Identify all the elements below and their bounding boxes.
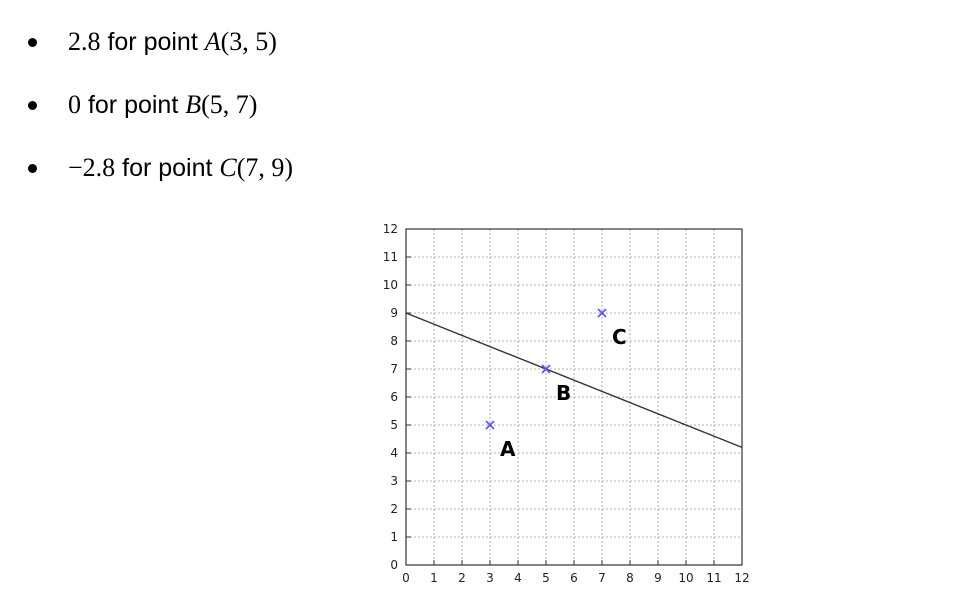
- y-tick-label: 11: [383, 250, 398, 264]
- point-coords: (7, 9): [236, 153, 294, 182]
- point-label-b: B: [556, 381, 571, 405]
- x-tick-label: 4: [514, 571, 522, 585]
- x-tick-label: 6: [570, 571, 578, 585]
- bullet-value: −2.8: [68, 153, 116, 182]
- point-name: B: [185, 90, 202, 119]
- bullet-label: for point: [100, 28, 205, 56]
- bullet-label: for point: [81, 91, 186, 119]
- bullet-value: 0: [68, 90, 81, 119]
- x-tick-label: 2: [458, 571, 466, 585]
- bullet-item-b: 0 for point B(5, 7): [28, 85, 257, 125]
- y-tick-label: 9: [390, 306, 398, 320]
- point-name: C: [219, 153, 237, 182]
- bullet-item-c: −2.8 for point C(7, 9): [28, 148, 293, 188]
- y-tick-label: 5: [390, 418, 398, 432]
- decision-line: [405, 312, 743, 449]
- x-tick-label: 3: [486, 571, 494, 585]
- point-expression: C(7, 9): [219, 153, 293, 182]
- bullet-dot-icon: [28, 163, 37, 173]
- y-tick-label: 12: [383, 222, 398, 236]
- bullet-label: for point: [115, 154, 220, 182]
- bullet-dot-icon: [28, 100, 37, 110]
- x-tick-label: 7: [598, 571, 606, 585]
- bullet-dot-icon: [28, 37, 37, 47]
- y-tick-label: 1: [390, 530, 398, 544]
- bullet-value: 2.8: [68, 27, 101, 56]
- point-marker-b: [541, 364, 551, 374]
- x-tick-label: 10: [678, 571, 693, 585]
- y-tick-label: 8: [390, 334, 398, 348]
- y-tick-label: 0: [390, 558, 398, 572]
- bullet-text: −2.8 for point C(7, 9): [68, 153, 293, 183]
- x-tick-label: 5: [542, 571, 550, 585]
- point-name: A: [204, 27, 221, 56]
- bullet-item-a: 2.8 for point A(3, 5): [28, 22, 277, 62]
- point-label-c: C: [612, 325, 627, 349]
- y-tick-label: 6: [390, 390, 398, 404]
- bullet-text: 0 for point B(5, 7): [68, 90, 257, 120]
- x-tick-label: 11: [706, 571, 721, 585]
- point-coords: (5, 7): [201, 90, 258, 119]
- x-tick-label: 8: [626, 571, 634, 585]
- x-tick-label: 1: [430, 571, 438, 585]
- x-tick-label: 9: [654, 571, 662, 585]
- x-tick-label: 12: [734, 571, 749, 585]
- x-tick-label: 0: [402, 571, 410, 585]
- bullet-text: 2.8 for point A(3, 5): [68, 27, 277, 57]
- point-expression: A(3, 5): [205, 27, 277, 56]
- y-tick-label: 10: [383, 278, 398, 292]
- y-tick-label: 7: [390, 362, 398, 376]
- y-tick-label: 2: [390, 502, 398, 516]
- y-tick-label: 3: [390, 474, 398, 488]
- point-marker-c: [597, 308, 607, 318]
- point-marker-a: [485, 420, 495, 430]
- point-expression: B(5, 7): [185, 90, 257, 119]
- point-coords: (3, 5): [220, 27, 277, 56]
- y-tick-label: 4: [390, 446, 398, 460]
- point-label-a: A: [500, 437, 516, 461]
